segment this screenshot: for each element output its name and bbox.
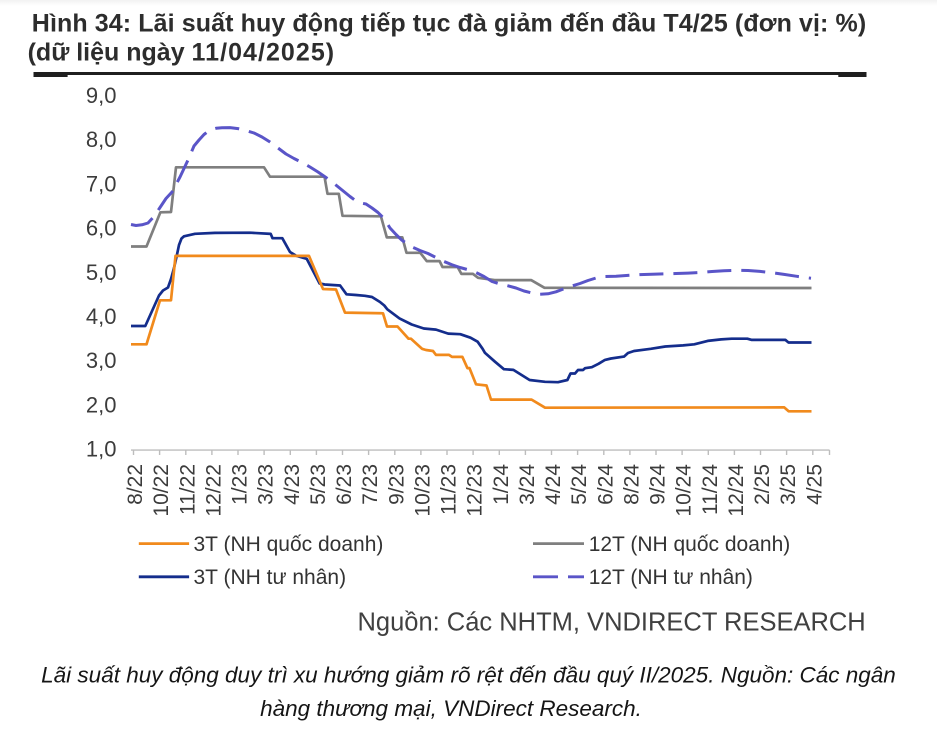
svg-text:10/22: 10/22 (150, 464, 173, 517)
svg-text:9/24: 9/24 (647, 464, 670, 505)
svg-text:8,0: 8,0 (86, 127, 117, 152)
svg-text:6/23: 6/23 (333, 464, 356, 505)
svg-text:8/22: 8/22 (124, 464, 147, 505)
svg-text:11/22: 11/22 (176, 464, 199, 515)
svg-text:5/24: 5/24 (568, 464, 591, 505)
svg-text:5/23: 5/23 (307, 464, 330, 505)
svg-text:6/24: 6/24 (594, 464, 617, 505)
svg-text:(dữ liệu ngày 11/04/2025): (dữ liệu ngày 11/04/2025) (28, 38, 336, 66)
svg-text:4/25: 4/25 (803, 464, 826, 505)
svg-text:12/22: 12/22 (202, 464, 225, 517)
svg-text:12/24: 12/24 (725, 464, 748, 517)
svg-text:3/24: 3/24 (516, 464, 539, 505)
svg-text:1/24: 1/24 (490, 464, 513, 505)
svg-text:7,0: 7,0 (86, 171, 117, 196)
svg-text:12T (NH tư nhân): 12T (NH tư nhân) (589, 566, 753, 589)
svg-text:10/23: 10/23 (411, 464, 434, 517)
svg-text:4/24: 4/24 (542, 464, 565, 505)
svg-text:6,0: 6,0 (86, 216, 117, 241)
svg-text:11/24: 11/24 (699, 464, 722, 515)
svg-text:5,0: 5,0 (86, 260, 117, 285)
svg-text:hàng thương mại, VNDirect Rese: hàng thương mại, VNDirect Research. (260, 696, 642, 721)
svg-text:11/23: 11/23 (438, 464, 461, 515)
svg-text:1/23: 1/23 (229, 464, 252, 505)
svg-text:3/23: 3/23 (255, 464, 278, 505)
svg-text:1,0: 1,0 (86, 437, 117, 462)
svg-text:7/23: 7/23 (359, 464, 382, 505)
svg-text:Nguồn: Các NHTM, VNDIRECT RESE: Nguồn: Các NHTM, VNDIRECT RESEARCH (358, 609, 866, 637)
svg-text:10/24: 10/24 (673, 464, 696, 517)
svg-text:9,0: 9,0 (86, 83, 117, 108)
svg-text:Lãi suất huy động duy trì xu h: Lãi suất huy động duy trì xu hướng giảm … (41, 663, 896, 688)
svg-text:3T (NH tư nhân): 3T (NH tư nhân) (194, 566, 347, 589)
svg-text:2/25: 2/25 (751, 464, 774, 505)
svg-text:4,0: 4,0 (86, 304, 117, 329)
svg-text:Hình 34: Lãi suất huy động tiế: Hình 34: Lãi suất huy động tiếp tục đà g… (32, 9, 866, 37)
svg-text:3,0: 3,0 (86, 348, 117, 373)
svg-text:12/23: 12/23 (464, 464, 487, 517)
svg-text:2,0: 2,0 (86, 392, 117, 417)
svg-text:3T (NH quốc doanh): 3T (NH quốc doanh) (194, 533, 384, 556)
svg-text:4/23: 4/23 (281, 464, 304, 505)
svg-text:12T (NH quốc doanh): 12T (NH quốc doanh) (589, 533, 791, 556)
svg-text:3/25: 3/25 (777, 464, 800, 505)
svg-text:9/23: 9/23 (385, 464, 408, 505)
svg-text:8/24: 8/24 (620, 464, 643, 505)
